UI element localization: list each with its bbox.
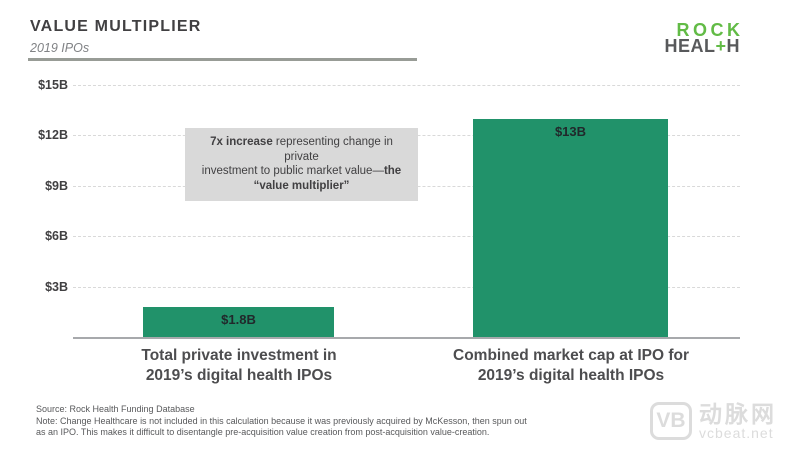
logo-health-text: HEAL+H	[664, 36, 740, 56]
annotation-line: investment to public market value—the	[201, 165, 402, 177]
footer-notes: Source: Rock Health Funding Database Not…	[36, 404, 527, 439]
footnote-line2: as an IPO. This makes it difficult to di…	[36, 427, 490, 437]
watermark-url: vcbeat.net	[699, 425, 774, 441]
category-label: Combined market cap at IPO for 2019’s dig…	[453, 347, 689, 384]
vb-logo-icon: VB	[650, 402, 692, 440]
bar-value-label: $13B	[554, 124, 587, 139]
annotation-line: 7x increase representing change in priva…	[210, 136, 393, 163]
bar-value-label: $1.8B	[221, 312, 256, 327]
logo-rock-text: ROCK	[676, 20, 744, 40]
logo-h: H	[726, 36, 740, 56]
logo-plus-icon: +	[715, 36, 727, 56]
rock-health-logo: ROCK HEAL+H	[664, 20, 744, 56]
y-axis-tick-label: $12B	[38, 128, 68, 142]
bar: $13B	[473, 119, 668, 337]
source-note: Source: Rock Health Funding Database	[36, 404, 195, 414]
y-axis-tick-label: $9B	[45, 179, 68, 193]
gridline	[73, 236, 740, 237]
x-axis-line	[73, 337, 740, 339]
gridline	[73, 85, 740, 86]
category-label: Total private investment in 2019’s digita…	[141, 347, 337, 384]
annotation-line: “value multiplier”	[253, 179, 350, 192]
y-axis-tick-label: $6B	[45, 229, 68, 243]
vcbeat-watermark: VB 动脉网 vcbeat.net	[650, 402, 777, 441]
y-axis-tick-label: $15B	[38, 78, 68, 92]
page-title: VALUE MULTIPLIER	[30, 18, 202, 35]
header-divider	[28, 58, 417, 61]
annotation-callout: 7x increase representing change in priva…	[185, 128, 418, 201]
footnote-line1: Note: Change Healthcare is not included …	[36, 415, 527, 426]
page-subtitle: 2019 IPOs	[30, 41, 90, 55]
logo-heal: HEAL	[664, 36, 716, 56]
bar: $1.8B	[143, 307, 334, 337]
watermark-chinese: 动脉网	[699, 401, 777, 427]
watermark-text: 动脉网 vcbeat.net	[699, 402, 777, 441]
y-axis-tick-label: $3B	[45, 280, 68, 294]
gridline	[73, 287, 740, 288]
